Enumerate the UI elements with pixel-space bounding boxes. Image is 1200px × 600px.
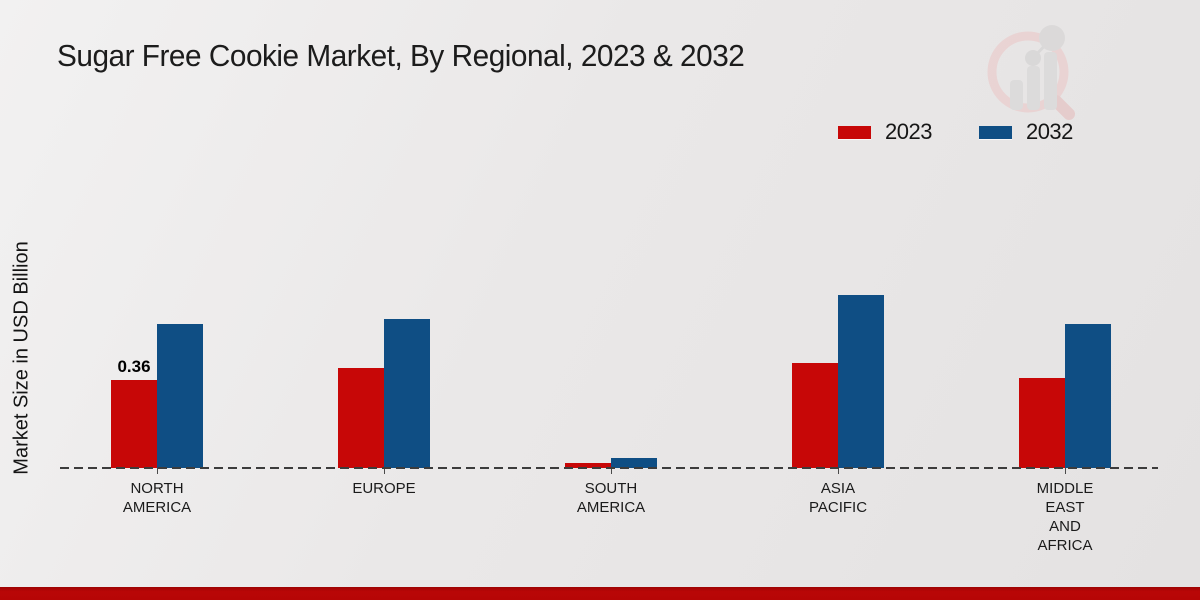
x-axis-baseline — [60, 467, 1158, 469]
chart-title: Sugar Free Cookie Market, By Regional, 2… — [57, 38, 745, 73]
bar-2023-category-3 — [792, 363, 838, 468]
bar-2032-category-1 — [384, 319, 430, 468]
logo-trend-dot-small — [1025, 50, 1041, 66]
bar-2032-category-0 — [157, 324, 203, 468]
legend-swatch-icon — [838, 125, 871, 139]
magnifier-handle-icon — [1050, 95, 1075, 120]
magnifier-bar-chart-logo — [987, 25, 1075, 120]
bar-2032-category-3 — [838, 295, 884, 468]
logo-bar-medium — [1027, 66, 1040, 110]
logo-bar-tall — [1044, 52, 1057, 110]
x-axis-category-label-0: NORTH AMERICA — [122, 480, 192, 516]
bar-value-label: 0.36 — [117, 357, 151, 376]
legend-label: 2023 — [885, 119, 932, 144]
legend-label: 2032 — [1025, 119, 1073, 144]
bar-2032-category-4 — [1065, 324, 1111, 468]
bar-2023-category-2 — [565, 463, 611, 468]
x-axis-category-label-4: MIDDLE EAST AND AFRICA — [1036, 480, 1094, 554]
x-axis-tick-1 — [384, 468, 385, 474]
x-axis-tick-0 — [157, 468, 158, 474]
x-axis-tick-2 — [611, 468, 612, 474]
x-axis-category-label-1: EUROPE — [352, 480, 416, 497]
legend-item-2023: 2023 — [838, 119, 932, 145]
bar-2023-category-0 — [111, 380, 157, 468]
footer-accent-band — [0, 587, 1200, 600]
legend-swatch-icon — [978, 125, 1012, 139]
bar-2023-category-4 — [1019, 378, 1065, 468]
logo-trend-dot-large — [1039, 25, 1065, 51]
x-axis-tick-3 — [838, 468, 839, 474]
bar-2023-category-1 — [338, 368, 384, 468]
legend-item-2032: 2032 — [978, 119, 1073, 145]
logo-bar-short — [1010, 80, 1023, 110]
bar-2032-category-2 — [611, 458, 657, 468]
x-axis-category-label-2: SOUTH AMERICA — [576, 480, 646, 516]
legend: 2023 2032 — [838, 119, 1073, 145]
x-axis-tick-4 — [1065, 468, 1066, 474]
x-axis-category-label-3: ASIA PACIFIC — [808, 480, 868, 516]
